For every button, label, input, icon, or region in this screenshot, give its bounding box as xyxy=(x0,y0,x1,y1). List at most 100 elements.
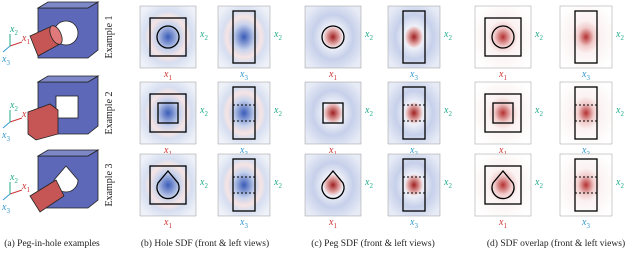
axis-subscript: 3 xyxy=(6,135,10,143)
axis-symbol: x xyxy=(163,217,169,228)
axis-subscript: 2 xyxy=(14,29,18,37)
axis-symbol: x xyxy=(364,29,370,40)
axis-symbol: x xyxy=(199,177,205,188)
axis-label: x2 xyxy=(534,177,543,190)
sdf-field xyxy=(559,81,613,145)
axis-symbol: x xyxy=(239,69,245,80)
hole-outline xyxy=(484,165,522,205)
axis-subscript: 2 xyxy=(448,182,452,190)
axis-label: x1 xyxy=(21,33,30,46)
front-view xyxy=(304,81,362,145)
peg-outline xyxy=(232,86,256,140)
axis-label: x2 xyxy=(615,29,624,42)
axis-label: x2 xyxy=(534,105,543,118)
axis-symbol: x xyxy=(199,29,205,40)
peg-outline xyxy=(232,158,256,212)
front-view xyxy=(474,153,532,217)
axis-symbol: x xyxy=(199,105,205,116)
shape-outline xyxy=(321,169,345,200)
axis-symbol: x xyxy=(409,145,415,156)
axis-symbol: x xyxy=(534,177,540,188)
axis-symbol: x xyxy=(163,145,169,156)
axis-label: x2 xyxy=(273,29,282,42)
axis-arrow xyxy=(2,121,11,129)
axis-subscript: 3 xyxy=(586,74,590,82)
peg-outline xyxy=(232,10,256,64)
axis-label: x2 xyxy=(9,100,18,113)
axis-label: x2 xyxy=(364,177,373,190)
axis-label: x3 xyxy=(239,69,248,82)
axis-symbol: x xyxy=(615,177,621,188)
left-view xyxy=(559,153,613,217)
axis-subscript: 3 xyxy=(414,222,418,230)
left-view xyxy=(217,5,271,69)
axis-label: x2 xyxy=(199,29,208,42)
axis-label: x1 xyxy=(498,217,507,230)
axis-label: x1 xyxy=(21,181,30,194)
axis-symbol: x xyxy=(328,69,334,80)
axis-label: x1 xyxy=(328,69,337,82)
axis-subscript: 1 xyxy=(26,114,30,122)
shape-outline xyxy=(321,25,345,49)
sdf-field xyxy=(304,5,362,69)
sdf-field xyxy=(217,81,271,145)
sdf-field xyxy=(304,81,362,145)
axis-subscript: 1 xyxy=(26,186,30,194)
peg-outline xyxy=(574,10,598,64)
caption: (b) Hole SDF (front & left views) xyxy=(141,238,269,249)
axis-symbol: x xyxy=(9,100,15,111)
shape-outline xyxy=(157,102,179,124)
axis-symbol: x xyxy=(615,29,621,40)
axis-subscript: 2 xyxy=(278,182,282,190)
axis-label: x2 xyxy=(534,29,543,42)
row-label: Example 1 xyxy=(104,15,115,58)
axis-subscript: 2 xyxy=(620,182,624,190)
sdf-field xyxy=(139,153,197,217)
axis-label: x2 xyxy=(9,24,18,37)
axis-symbol: x xyxy=(534,29,540,40)
axis-symbol: x xyxy=(443,105,449,116)
sdf-field xyxy=(217,153,271,217)
axis-symbol: x xyxy=(409,69,415,80)
axis-label: x2 xyxy=(364,29,373,42)
sdf-field xyxy=(559,153,613,217)
axis-symbol: x xyxy=(364,177,370,188)
left-view xyxy=(559,5,613,69)
axis-symbol: x xyxy=(273,105,279,116)
axis-label: x3 xyxy=(581,69,590,82)
hole-outline xyxy=(484,93,522,133)
sdf-field xyxy=(304,153,362,217)
axis-symbol: x xyxy=(163,69,169,80)
axis-subscript: 3 xyxy=(6,59,10,67)
axis-label: x2 xyxy=(273,105,282,118)
axis-symbol: x xyxy=(1,202,7,213)
left-view xyxy=(217,81,271,145)
axis-subscript: 2 xyxy=(369,34,373,42)
axis-arrow xyxy=(9,117,23,123)
axis-arrow xyxy=(2,45,11,53)
axis-symbol: x xyxy=(21,109,27,120)
axis-symbol: x xyxy=(581,217,587,228)
front-view xyxy=(139,153,197,217)
axis-symbol: x xyxy=(443,29,449,40)
axis-label: x1 xyxy=(163,217,172,230)
axis-symbol: x xyxy=(1,130,7,141)
axis-symbol: x xyxy=(498,145,504,156)
axis-subscript: 2 xyxy=(278,34,282,42)
axis-subscript: 2 xyxy=(204,34,208,42)
axis-label: x2 xyxy=(615,105,624,118)
left-view xyxy=(387,153,441,217)
front-view xyxy=(139,81,197,145)
axis-symbol: x xyxy=(498,217,504,228)
shape-outline xyxy=(156,169,180,200)
sdf-field xyxy=(217,5,271,69)
axis-subscript: 2 xyxy=(620,110,624,118)
sdf-field xyxy=(387,81,441,145)
axis-subscript: 3 xyxy=(244,74,248,82)
sdf-field xyxy=(474,153,532,217)
axis-symbol: x xyxy=(21,33,27,44)
axis-label: x2 xyxy=(9,172,18,185)
axis-symbol: x xyxy=(581,145,587,156)
axis-symbol: x xyxy=(1,54,7,65)
